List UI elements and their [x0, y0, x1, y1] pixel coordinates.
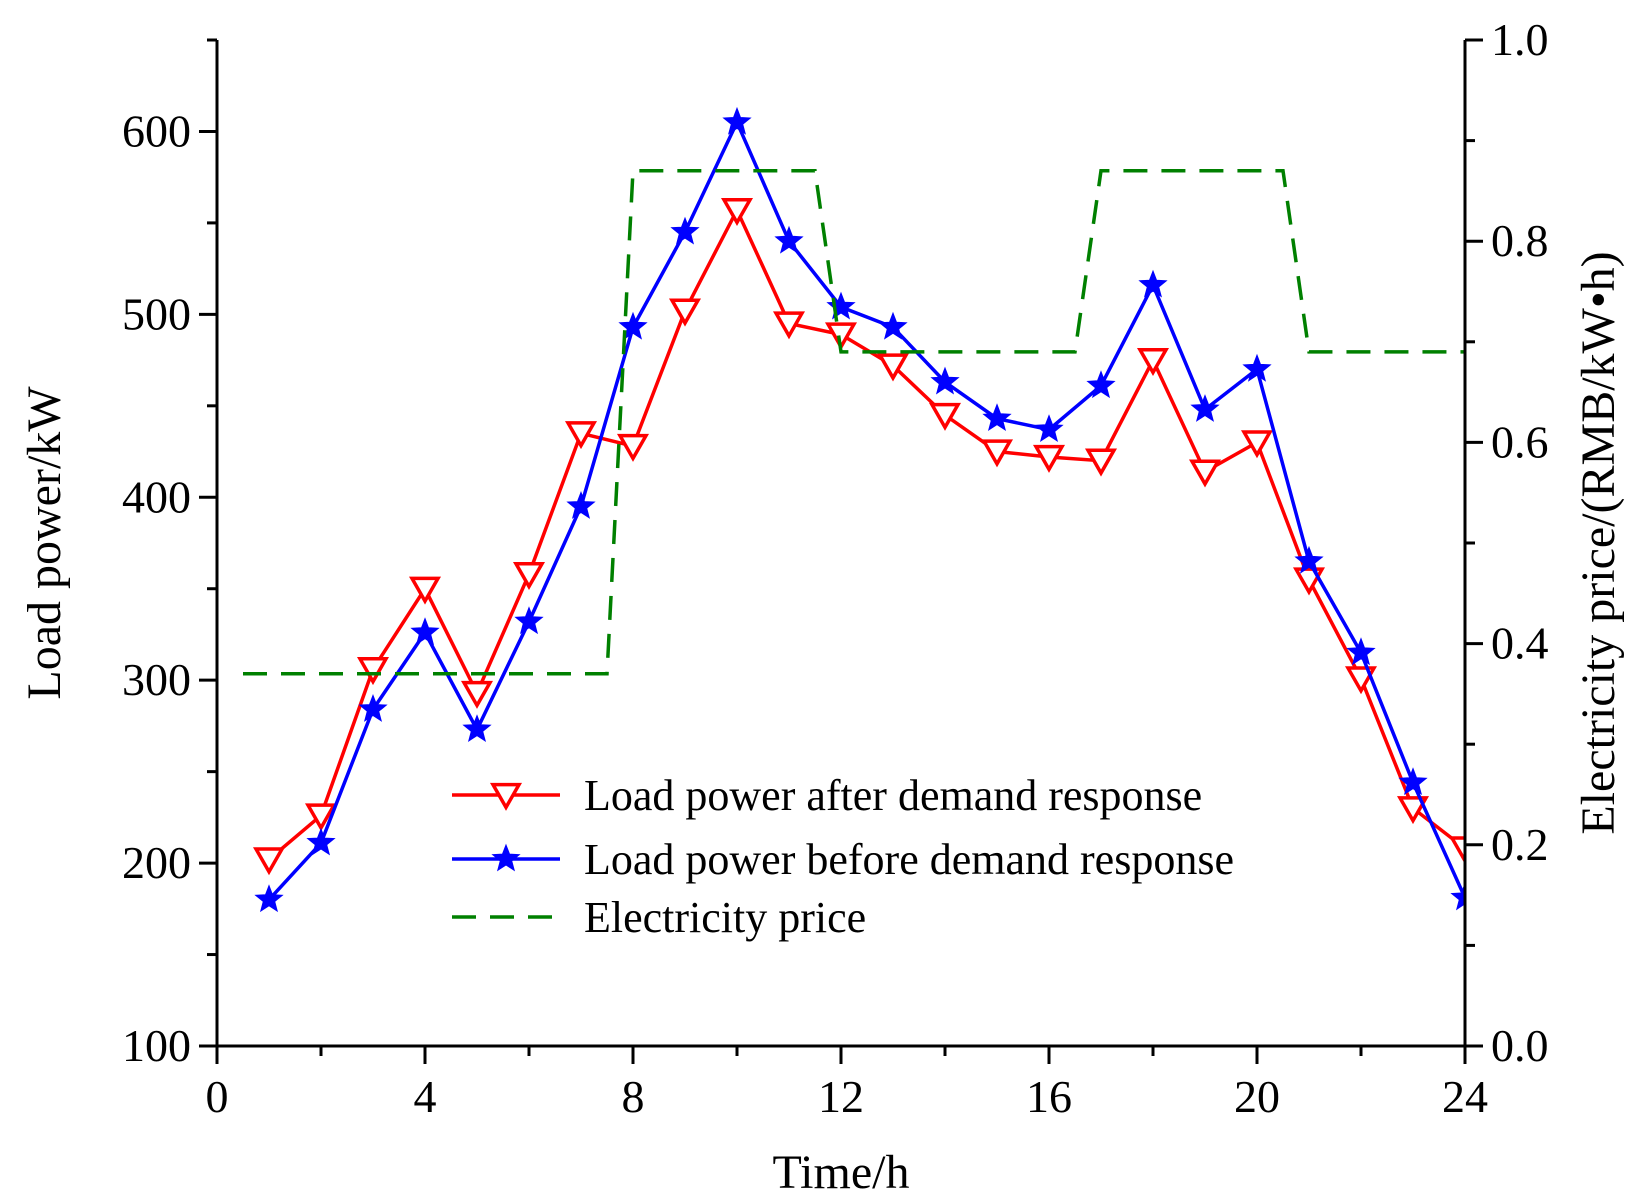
after-point [668, 298, 702, 327]
y-axis-title: Load power/kW [18, 386, 71, 700]
before-point [774, 225, 804, 254]
after-point [1240, 430, 1274, 459]
y2-tick-label: 0.0 [1491, 1020, 1549, 1071]
before-point [462, 714, 492, 743]
after-point [772, 311, 806, 340]
before-point [410, 617, 440, 646]
after-point [252, 847, 286, 876]
y-tick-label: 200 [122, 837, 191, 888]
before-point [1138, 269, 1168, 298]
series-line-2 [243, 169, 1465, 676]
after-point [824, 322, 858, 351]
x-tick-label: 16 [1026, 1071, 1072, 1122]
after-point [980, 439, 1014, 468]
y-tick-label: 400 [122, 471, 191, 522]
before-point [1242, 353, 1272, 382]
after-point [1188, 459, 1222, 488]
axis-titles: Time/h Load power/kW Electricity price/(… [18, 251, 1625, 1199]
after-point [564, 421, 598, 450]
after-point [720, 197, 754, 226]
before-point [618, 311, 648, 340]
legend-marker-star [491, 843, 521, 872]
before-point [1086, 370, 1116, 399]
after-point [1084, 448, 1118, 477]
after-point [1396, 796, 1430, 825]
after-point [616, 433, 650, 462]
y-tick-label: 500 [122, 288, 191, 339]
x-tick-label: 24 [1442, 1071, 1488, 1122]
legend-label-price: Electricity price [584, 893, 866, 942]
y2-tick-label: 0.4 [1491, 618, 1549, 669]
before-point [1346, 637, 1376, 666]
before-point [566, 490, 596, 519]
y2-tick-label: 0.6 [1491, 416, 1549, 467]
before-point [670, 216, 700, 245]
after-point [408, 576, 442, 605]
x-tick-label: 0 [206, 1071, 229, 1122]
before-point [514, 606, 544, 635]
x-axis-title: Time/h [773, 1146, 910, 1199]
y2-tick-label: 0.2 [1491, 819, 1549, 870]
y2-axis-title: Electricity price/(RMB/kW•h) [1572, 251, 1625, 834]
tick-layer: 0 4 8 12 16 20 24 100 200 300 400 500 600 0.0 0.2 0.4 0.… [122, 14, 1549, 1122]
after-point [1448, 836, 1465, 865]
before-point [358, 693, 388, 722]
before-point [1190, 394, 1220, 422]
after-point [304, 803, 338, 832]
before-point [878, 311, 908, 340]
before-point [1450, 882, 1465, 911]
y2-tick-label: 0.8 [1491, 215, 1549, 266]
x-tick-label: 12 [818, 1071, 864, 1122]
after-point [876, 353, 910, 382]
x-tick-label: 8 [622, 1071, 645, 1122]
legend-label-before: Load power before demand response [584, 835, 1234, 884]
series-line-0 [267, 206, 1465, 861]
before-point [826, 291, 856, 320]
after-point [1032, 444, 1066, 473]
before-point [254, 884, 284, 913]
y2-tick-label: 1.0 [1491, 14, 1549, 65]
after-point [512, 561, 546, 590]
series-layer [243, 106, 1465, 913]
before-point [1294, 545, 1324, 574]
before-point [306, 827, 336, 856]
after-point [460, 680, 494, 709]
series-line-1 [267, 118, 1465, 901]
before-point [930, 366, 960, 395]
after-point [928, 402, 962, 431]
before-point [982, 403, 1012, 432]
legend-label-after: Load power after demand response [584, 771, 1202, 820]
x-tick-label: 20 [1234, 1071, 1280, 1122]
before-point [1034, 414, 1064, 443]
before-point [1398, 767, 1428, 796]
x-tick-label: 4 [414, 1071, 437, 1122]
before-point [722, 106, 752, 135]
y-tick-label: 300 [122, 654, 191, 705]
y-tick-label: 600 [122, 105, 191, 156]
y-tick-label: 100 [122, 1020, 191, 1071]
legend: Load power after demand response Load po… [452, 771, 1234, 942]
after-point [356, 657, 390, 686]
legend-marker-triangle [489, 782, 523, 811]
after-point [1136, 347, 1170, 376]
